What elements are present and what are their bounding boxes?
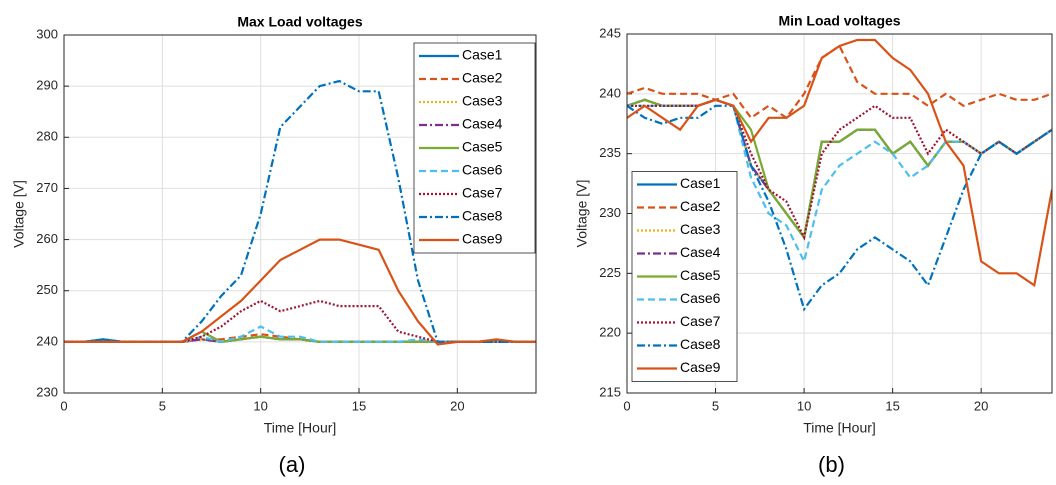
x-tick-label: 20 [450,398,464,413]
x-tick-label: 0 [623,398,630,413]
y-axis-label: Voltage [V] [11,180,27,248]
y-tick-label: 235 [599,145,621,160]
series-line [627,104,1052,312]
x-tick-label: 10 [797,398,811,413]
legend-label: Case7 [680,313,721,329]
y-tick-label: 240 [36,333,58,348]
legend-label: Case5 [680,267,721,283]
y-tick-label: 230 [599,205,621,220]
y-tick-label: 230 [36,384,58,399]
axes-frame [626,33,1053,394]
legend-label: Case7 [462,185,503,201]
x-tick-label: 15 [885,398,899,413]
legend-label: Case1 [680,175,721,191]
y-tick-label: 270 [36,180,58,195]
legend-label: Case1 [462,47,503,63]
series-line [627,44,1052,120]
series-line [64,238,536,346]
y-tick-label: 215 [599,384,621,399]
legend-label: Case8 [680,336,721,352]
legend-label: Case2 [680,198,721,214]
series-line [627,38,1052,288]
y-tick-label: 240 [599,85,621,100]
legend-label: Case6 [462,162,503,178]
legend-label: Case6 [680,290,721,306]
legend-label: Case3 [680,221,721,237]
chart-title: Min Load voltages [778,13,900,29]
legend-label: Case4 [680,244,721,260]
x-tick-label: 5 [712,398,719,413]
x-tick-label: 20 [974,398,988,413]
legend-label: Case9 [680,359,721,375]
y-axis-label: Voltage [V] [574,180,590,248]
legend-label: Case5 [462,139,503,155]
legend-label: Case3 [462,93,503,109]
legend-label: Case4 [462,116,503,132]
series-line [627,98,1052,241]
caption: (a) [279,452,306,477]
y-tick-label: 260 [36,231,58,246]
y-tick-label: 250 [36,282,58,297]
y-tick-label: 245 [599,25,621,40]
legend-label: Case2 [462,70,503,86]
x-tick-label: 5 [159,398,166,413]
legend-label: Case9 [462,231,503,247]
x-tick-label: 0 [60,398,67,413]
x-axis-label: Time [Hour] [264,420,337,436]
y-tick-label: 300 [36,26,58,41]
chart-title: Max Load voltages [237,14,362,30]
axes-frame [63,34,537,394]
y-tick-label: 290 [36,78,58,93]
x-tick-label: 15 [352,398,366,413]
y-tick-label: 225 [599,265,621,280]
caption: (b) [818,452,845,477]
y-tick-label: 220 [599,325,621,340]
x-tick-label: 10 [253,398,267,413]
legend-label: Case8 [462,208,503,224]
x-axis-label: Time [Hour] [803,420,876,436]
y-tick-label: 280 [36,129,58,144]
